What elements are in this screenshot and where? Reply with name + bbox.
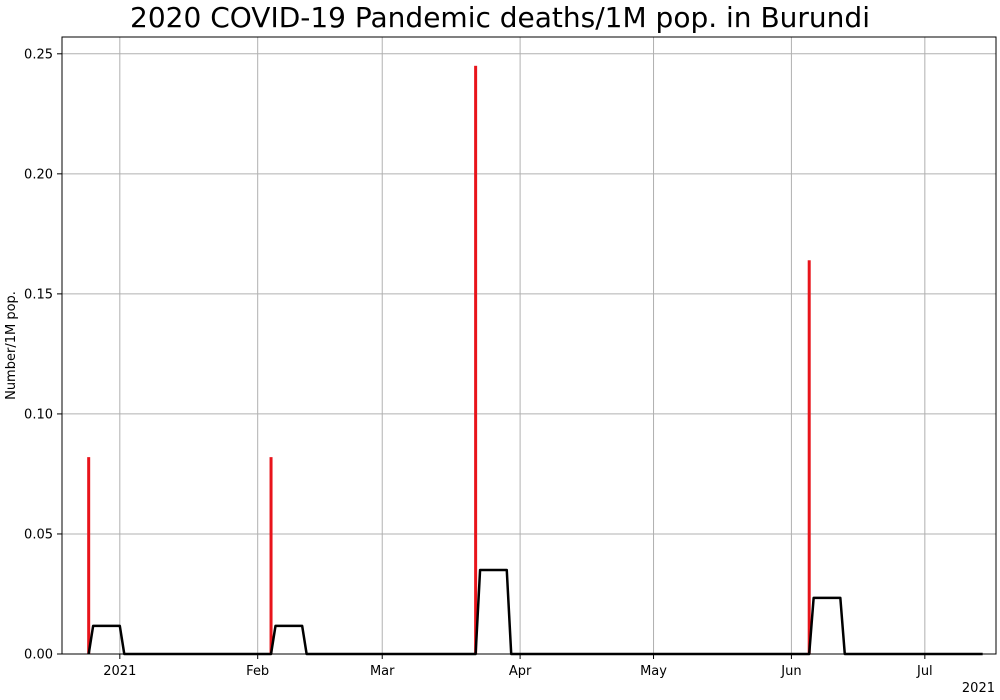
x-tick-label: 2021: [103, 664, 136, 679]
x-tick-label: Jun: [780, 664, 801, 679]
y-tick-label: 0.20: [24, 167, 53, 182]
line-series: [87, 568, 983, 656]
x-tick-label: Mar: [370, 664, 395, 679]
x-tick-label: Jul: [916, 664, 933, 679]
plot-frame: [61, 36, 997, 655]
y-axis-label: Number/1M pop.: [4, 291, 19, 400]
data-bar: [269, 457, 273, 654]
grid: [62, 37, 996, 655]
y-axis-ticks: 0.00 0.05 0.10 0.15 0.20 0.25: [24, 47, 62, 663]
y-tick-label: 0.25: [24, 47, 53, 62]
y-tick-label: 0.10: [24, 407, 53, 422]
y-tick-label: 0.00: [24, 648, 53, 663]
x-axis-ticks: 2021 Feb Mar Apr May Jun Jul: [103, 654, 933, 679]
data-bar: [474, 65, 478, 655]
y-tick-label: 0.05: [24, 527, 53, 542]
rolling-average-line: [87, 568, 983, 656]
x-axis-offset-label: 2021: [962, 681, 995, 696]
bar-series: [87, 65, 811, 655]
data-bar: [807, 260, 811, 654]
x-tick-label: Feb: [246, 664, 269, 679]
x-tick-label: Apr: [509, 664, 532, 679]
y-tick-label: 0.15: [24, 287, 53, 302]
x-tick-label: May: [640, 664, 667, 679]
data-bar: [87, 457, 91, 654]
chart-title: 2020 COVID-19 Pandemic deaths/1M pop. in…: [130, 1, 870, 34]
